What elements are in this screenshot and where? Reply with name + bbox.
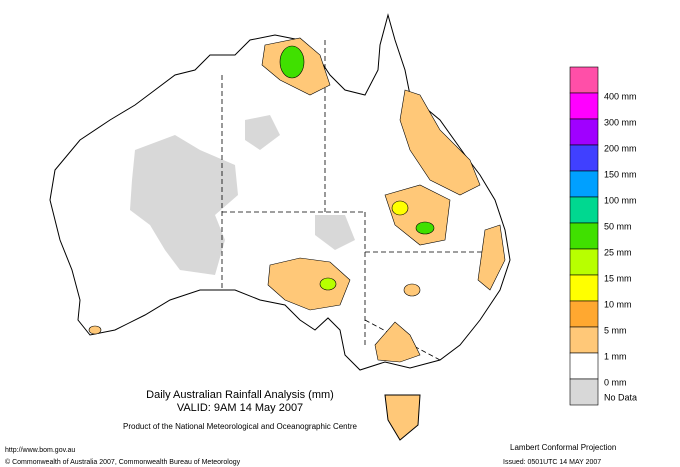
copyright: © Commonwealth of Australia 2007, Common… (5, 458, 241, 466)
legend-label: 50 mm (604, 221, 632, 231)
legend-label: 200 mm (604, 143, 637, 153)
url: http://www.bom.gov.au (5, 447, 75, 454)
legend-swatch (569, 248, 599, 276)
legend-swatch (569, 66, 599, 94)
legend-label: 25 mm (604, 247, 632, 257)
no-data-areas (130, 115, 355, 275)
legend-swatch (569, 144, 599, 172)
legend-label: 150 mm (604, 169, 637, 179)
legend-swatch (569, 92, 599, 120)
legend-swatch (569, 300, 599, 328)
legend-label: 100 mm (604, 195, 637, 205)
map-title: Daily Australian Rainfall Analysis (mm) (146, 389, 334, 401)
legend-label: 1 mm (604, 351, 627, 361)
legend: 400 mm 300 mm 200 mm 150 mm 100 mm 50 mm 25 mm… (569, 66, 637, 406)
legend-swatch (569, 222, 599, 250)
legend-label: No Data (604, 392, 637, 402)
legend-swatch (569, 326, 599, 354)
projection: Lambert Conformal Projection (510, 443, 616, 452)
tasmania (384, 394, 421, 441)
legend-label: 10 mm (604, 299, 632, 309)
state-borders (221, 40, 500, 361)
legend-swatch (569, 378, 599, 406)
rain-areas (88, 37, 506, 363)
legend-label: 400 mm (604, 91, 637, 101)
product-note: Product of the National Meteorological a… (123, 422, 357, 431)
legend-label: 300 mm (604, 117, 637, 127)
legend-swatch (569, 274, 599, 302)
legend-swatch (569, 352, 599, 380)
valid-time: VALID: 9AM 14 May 2007 (177, 402, 303, 414)
legend-swatch (569, 118, 599, 146)
legend-swatch (569, 196, 599, 224)
legend-label: 0 mm (604, 377, 627, 387)
australia (49, 13, 511, 371)
legend-label: 15 mm (604, 273, 632, 283)
issued: Issued: 0501UTC 14 MAY 2007 (503, 459, 601, 466)
legend-label: 5 mm (604, 325, 627, 335)
legend-swatch (569, 170, 599, 198)
